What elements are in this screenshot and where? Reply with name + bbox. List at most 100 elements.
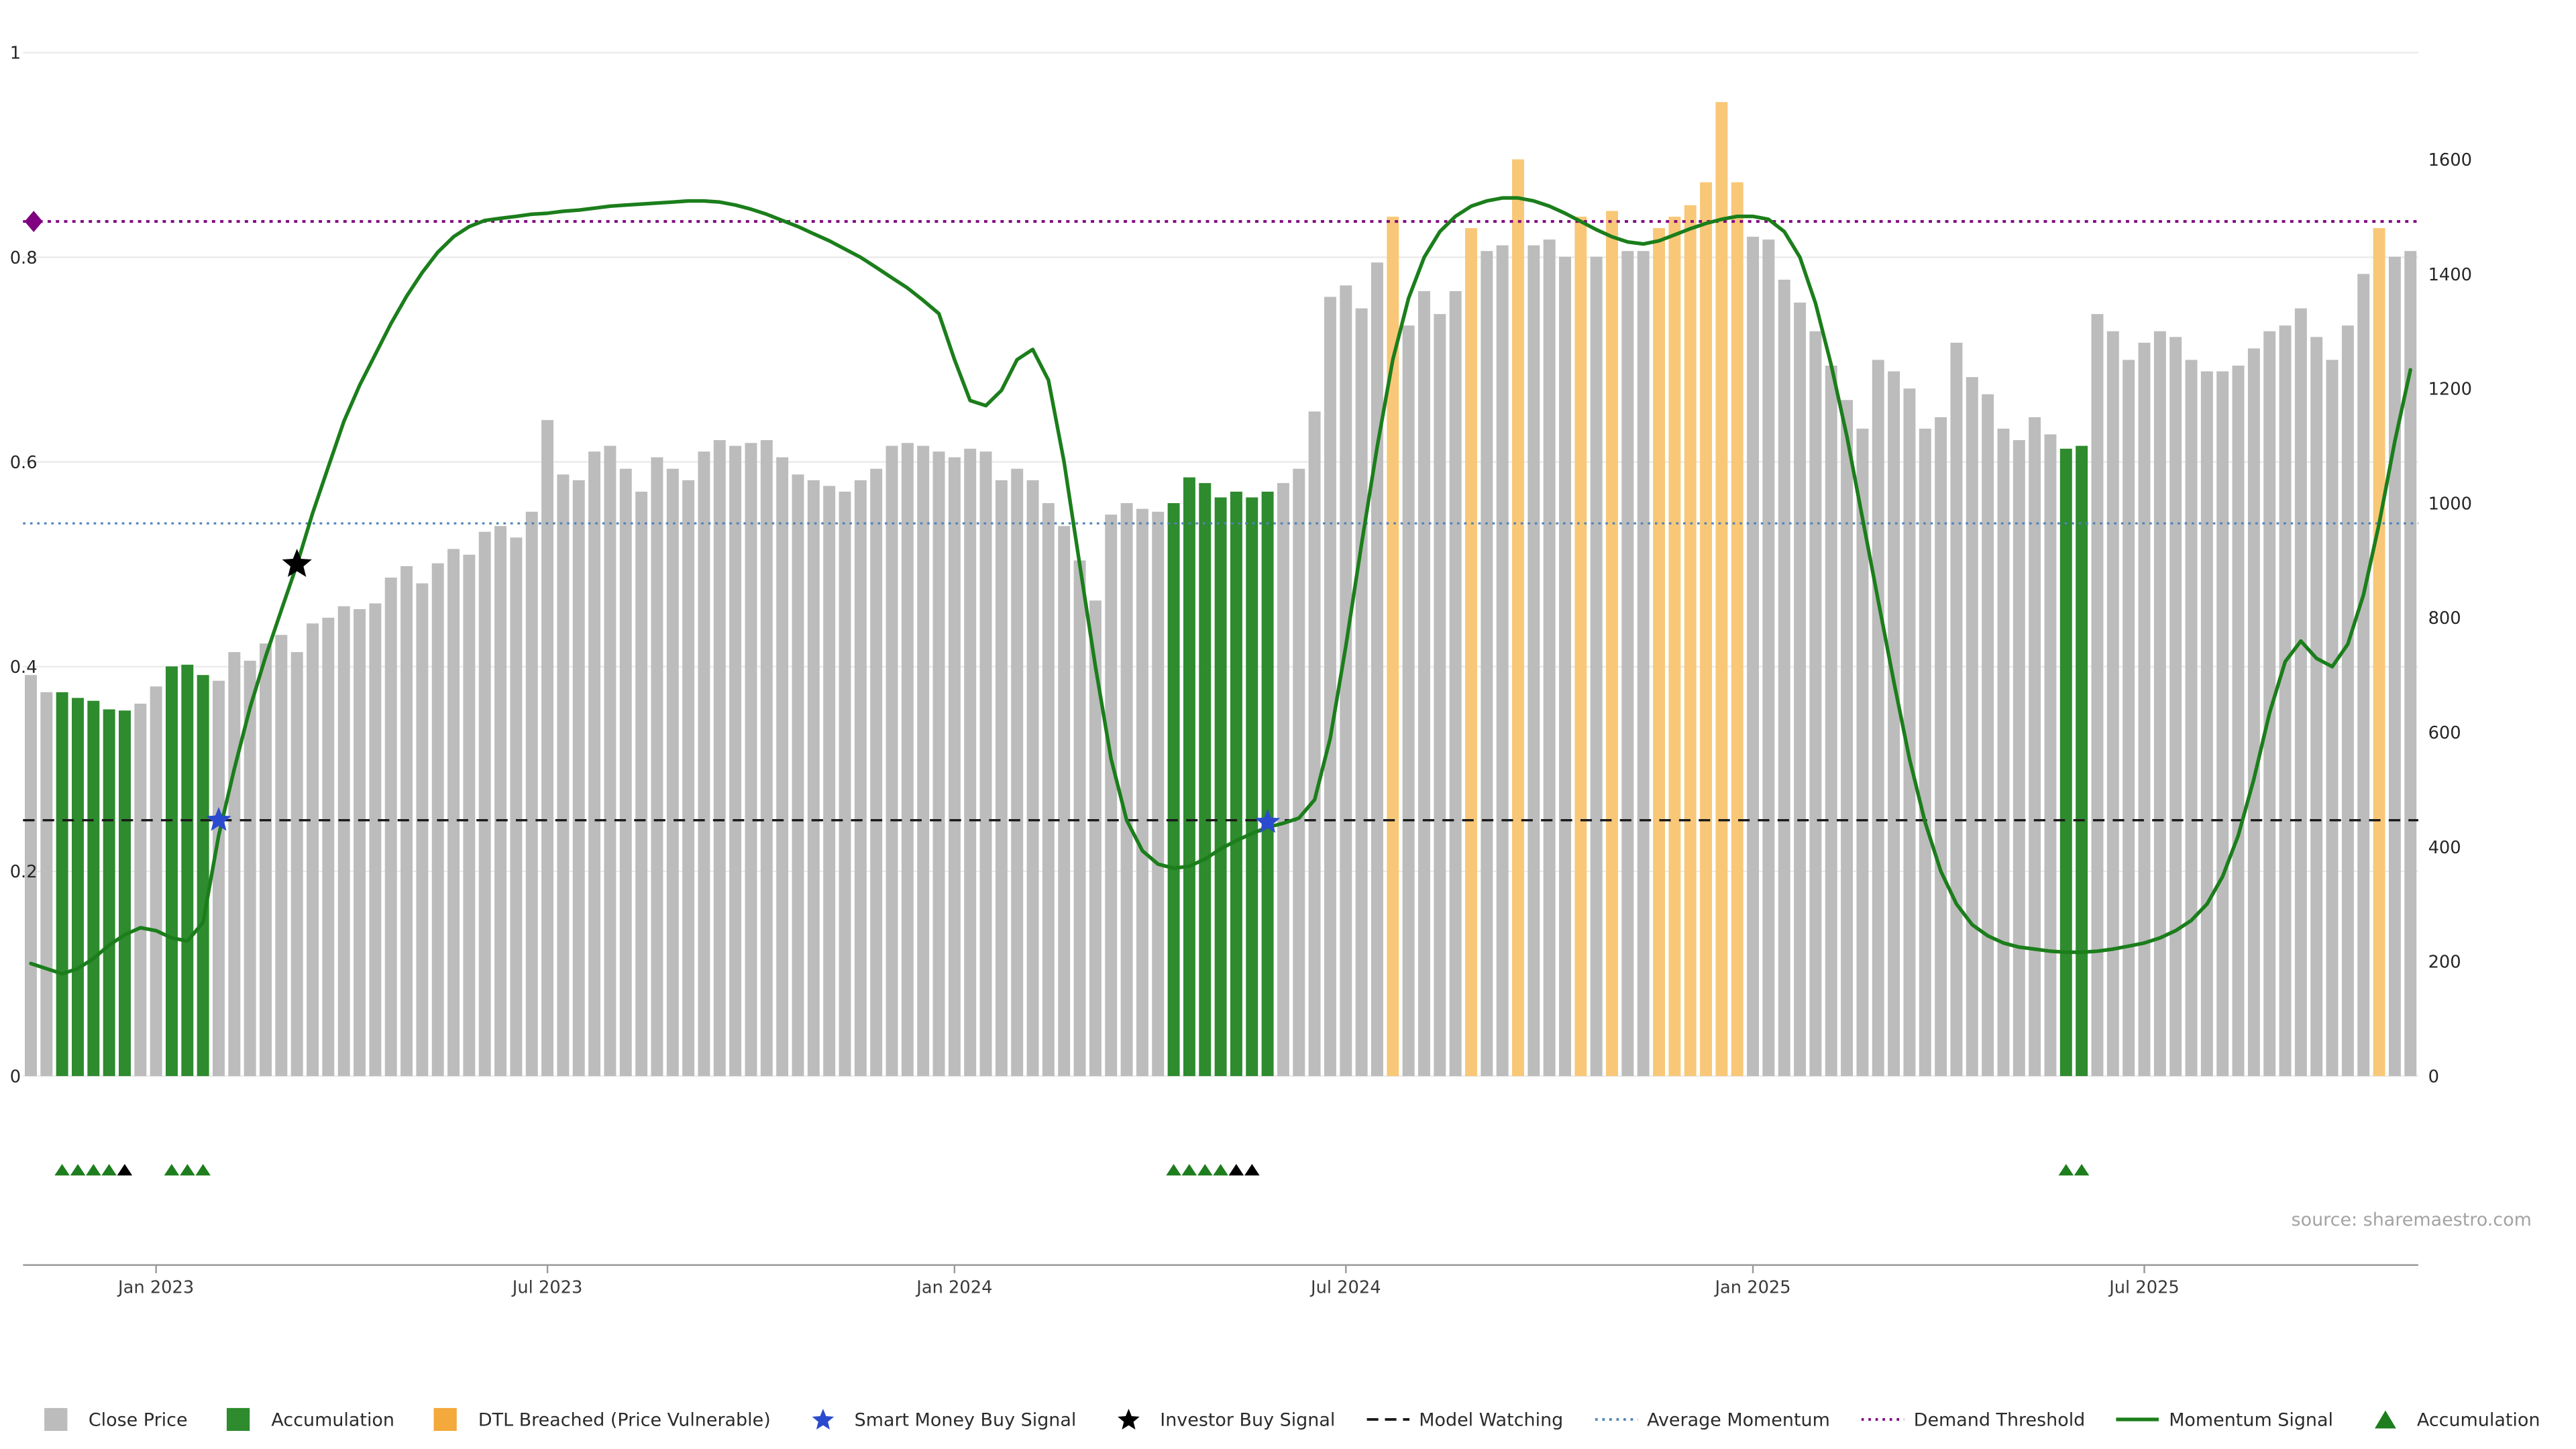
price-bar [1543, 239, 1556, 1077]
accumulation-triangle-icon [2375, 1410, 2397, 1429]
price-bar [1465, 228, 1477, 1077]
legend-label: DTL Breached (Price Vulnerable) [478, 1409, 771, 1430]
price-bar [1872, 360, 1884, 1077]
price-bar [2310, 337, 2323, 1077]
price-bar [1246, 497, 1258, 1077]
price-bar [995, 480, 1008, 1077]
momentum-signal-line-icon [2116, 1417, 2159, 1421]
accumulation-triangle-icon [2074, 1164, 2090, 1176]
price-bar [1355, 308, 1368, 1077]
accumulation-triangle-icon [1244, 1164, 1260, 1176]
price-bar [1621, 251, 1634, 1077]
smart-money-star-icon [812, 1409, 835, 1430]
price-bar [2169, 337, 2182, 1077]
price-bar [1434, 314, 1446, 1077]
right-axis-tick-label: 1000 [2428, 494, 2472, 514]
smart-money-buy-star-icon [1254, 809, 1281, 833]
investor-star-icon [1118, 1409, 1140, 1430]
accumulation-swatch [227, 1407, 250, 1432]
x-axis-tick-label: Jan 2024 [915, 1277, 992, 1297]
accumulation-markers [54, 1164, 2090, 1176]
right-axis-tick-label: 1400 [2428, 265, 2472, 285]
price-bar [1293, 468, 1305, 1077]
accumulation-triangle-icon [54, 1164, 70, 1176]
price-bar [1762, 239, 1775, 1077]
price-bar [635, 491, 648, 1077]
price-bar [588, 451, 601, 1077]
price-bar [1512, 159, 1524, 1077]
price-bar [181, 664, 194, 1077]
demand-threshold-diamond-icon [24, 211, 43, 233]
x-axis-tick-label: Jan 2023 [117, 1277, 194, 1297]
price-bar [1731, 182, 1743, 1077]
price-bar [1167, 503, 1180, 1077]
price-bar [510, 537, 523, 1077]
price-bar [416, 583, 429, 1077]
price-bar [40, 692, 53, 1077]
price-bar [1668, 216, 1681, 1077]
price-bar [290, 652, 303, 1077]
accumulation-triangle-icon [70, 1164, 86, 1176]
right-axis-tick-label: 400 [2428, 838, 2461, 858]
price-bar [729, 445, 742, 1077]
legend-item: Close Price [36, 1407, 188, 1432]
price-bar [384, 578, 397, 1077]
legend: Close Price Accumulation DTL Breached (Pri… [0, 1407, 2576, 1432]
average-momentum-line-icon [1594, 1417, 1638, 1421]
momentum-signal-line [29, 196, 2412, 976]
price-bar [1105, 515, 1118, 1077]
legend-label: Smart Money Buy Signal [854, 1409, 1077, 1430]
right-axis: 0 200 400 600 800 1000 1200 1400 1600 [2428, 150, 2472, 1087]
price-bar [197, 675, 209, 1077]
legend-label: Accumulation [2416, 1409, 2540, 1430]
price-bar [2059, 448, 2072, 1077]
price-bar [1340, 285, 1352, 1077]
price-bar [24, 675, 37, 1077]
accumulation-triangle-icon [2058, 1164, 2074, 1176]
price-bar [2044, 434, 2057, 1077]
price-bar [2091, 314, 2104, 1077]
price-bar [275, 635, 288, 1077]
price-bar [776, 457, 789, 1077]
price-bar [150, 686, 162, 1077]
price-bar [2123, 360, 2135, 1077]
price-bar [948, 457, 961, 1077]
price-bar [2138, 342, 2151, 1077]
left-axis-tick-label: 0.6 [10, 453, 38, 473]
dtl-breached-swatch [433, 1407, 458, 1432]
price-bar [2232, 366, 2245, 1077]
accumulation-triangle-icon [1181, 1164, 1197, 1176]
price-bar [1136, 508, 1148, 1077]
left-axis-tick-label: 0.4 [10, 657, 38, 678]
price-bar [1700, 182, 1713, 1077]
left-axis-tick-label: 1 [10, 44, 21, 64]
price-bar [979, 451, 992, 1077]
x-axis-tick-label: Jul 2025 [2108, 1277, 2180, 1297]
price-bar [1590, 256, 1603, 1077]
price-bar [1449, 290, 1462, 1077]
legend-label: Demand Threshold [1913, 1409, 2086, 1430]
price-bar [1856, 428, 1869, 1077]
accumulation-triangle-icon [1228, 1164, 1244, 1176]
smart-money-buy-star-icon [206, 807, 231, 831]
accumulation-triangle-icon [195, 1164, 211, 1176]
price-bar [1308, 411, 1321, 1077]
legend-item: Smart Money Buy Signal [802, 1408, 1076, 1431]
price-bar [541, 420, 554, 1077]
legend-item: Momentum Signal [2116, 1408, 2333, 1431]
accumulation-triangle-icon [1166, 1164, 1181, 1176]
price-bar [1026, 480, 1039, 1077]
price-bar [1073, 560, 1086, 1077]
demand-threshold-line-icon [1861, 1417, 1904, 1421]
price-bar [1950, 342, 1963, 1077]
price-bar [2216, 371, 2229, 1077]
price-bar [1888, 371, 1900, 1077]
left-axis-tick-label: 0 [10, 1067, 21, 1087]
legend-item: DTL Breached (Price Vulnerable) [426, 1407, 771, 1432]
price-bar [1778, 279, 1790, 1077]
right-axis-tick-label: 1200 [2428, 379, 2472, 399]
price-bar [823, 486, 836, 1077]
x-axis: Jan 2023 Jul 2023 Jan 2024 Jul 2024 Jan 2025… [23, 1264, 2418, 1297]
price-bar [2279, 325, 2292, 1077]
